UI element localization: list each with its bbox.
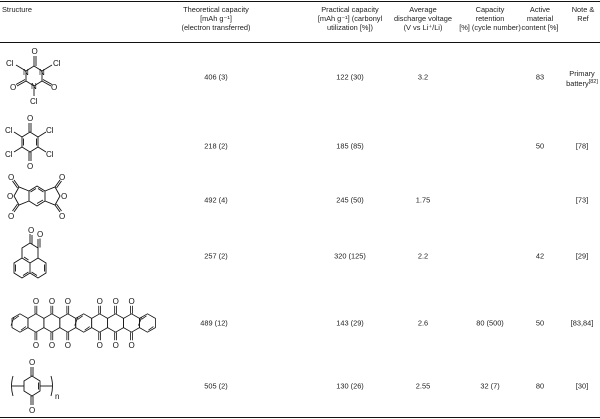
cell-note-ref: [83,84] bbox=[570, 318, 594, 328]
structure-chloranil: O O Cl Cl Cl Cl bbox=[0, 114, 80, 170]
cell-active-material-content: 80 bbox=[535, 381, 545, 391]
cell-note-ref: [73] bbox=[575, 195, 589, 205]
oxygen-label: O bbox=[49, 341, 55, 350]
table-row: O O Cl Cl Cl Cl 218 (2) 185 (85) 50 [78] bbox=[0, 114, 600, 170]
cell-theoretical-capacity: 406 (3) bbox=[204, 72, 228, 82]
header-capacity-retention: Capacity retention [%] (cycle number) bbox=[459, 5, 521, 32]
oxygen-label: O bbox=[113, 341, 119, 350]
svg-text:O: O bbox=[61, 192, 67, 201]
svg-text:O: O bbox=[10, 83, 16, 92]
structure-polyquinone: O O n bbox=[0, 356, 80, 416]
svg-text:O: O bbox=[8, 212, 14, 221]
table-row: O O O O O O O O O O O O 489 (12) 143 (29) 2.6 80 (5… bbox=[0, 290, 600, 356]
svg-text:O: O bbox=[29, 358, 35, 367]
cell-average-voltage: 3.2 bbox=[417, 72, 429, 82]
structure-trichloroisocyanuric-acid: O O O N N N Cl Cl Cl bbox=[0, 44, 80, 114]
oxygen-label: O bbox=[33, 297, 39, 306]
oxygen-label: O bbox=[49, 297, 55, 306]
cell-average-voltage: 1.75 bbox=[415, 195, 431, 205]
svg-text:n: n bbox=[55, 392, 59, 401]
oxygen-label: O bbox=[113, 297, 119, 306]
cell-note-ref: [29] bbox=[575, 251, 589, 261]
structure-pyromellitic-dianhydride: O O O O O O bbox=[0, 170, 80, 226]
svg-text:Cl: Cl bbox=[5, 150, 13, 159]
cell-note-ref: [78] bbox=[575, 141, 589, 151]
header-structure: Structure bbox=[2, 5, 32, 14]
svg-text:O: O bbox=[29, 406, 35, 415]
cell-theoretical-capacity: 505 (2) bbox=[204, 381, 228, 391]
header-note-ref: Note & Ref bbox=[571, 5, 595, 23]
svg-text:O: O bbox=[28, 226, 34, 235]
cell-theoretical-capacity: 218 (2) bbox=[204, 141, 228, 151]
cell-theoretical-capacity: 257 (2) bbox=[204, 251, 228, 261]
cell-active-material-content: 83 bbox=[535, 72, 545, 82]
note-battery: battery[82] bbox=[566, 79, 598, 88]
header-average-voltage: Average discharge voltage (V vs Li⁺/Li) bbox=[394, 5, 452, 32]
oxygen-label: O bbox=[65, 341, 71, 350]
svg-text:O: O bbox=[7, 192, 13, 201]
cell-theoretical-capacity: 489 (12) bbox=[200, 318, 228, 328]
svg-text:O: O bbox=[32, 47, 38, 56]
cell-capacity-retention: 32 (7) bbox=[480, 381, 500, 391]
cell-practical-capacity: 185 (85) bbox=[336, 141, 364, 151]
svg-text:Cl: Cl bbox=[53, 59, 61, 68]
oxygen-label: O bbox=[33, 341, 39, 350]
cell-active-material-content: 42 bbox=[535, 251, 545, 261]
svg-text:O: O bbox=[59, 173, 65, 182]
cell-average-voltage: 2.55 bbox=[415, 381, 431, 391]
cell-practical-capacity: 130 (26) bbox=[336, 381, 364, 391]
cell-note-ref: Primary battery[82] bbox=[564, 69, 600, 89]
svg-text:N: N bbox=[31, 82, 37, 91]
oxygen-label: O bbox=[129, 341, 135, 350]
structure-phenanthrenequinone: O O bbox=[0, 226, 80, 290]
svg-text:O: O bbox=[27, 162, 33, 170]
cell-active-material-content: 50 bbox=[535, 318, 545, 328]
table-header-rule bbox=[0, 42, 600, 43]
oxygen-label: O bbox=[97, 297, 103, 306]
cell-active-material-content: 50 bbox=[535, 141, 545, 151]
cell-capacity-retention: 80 (500) bbox=[476, 318, 504, 328]
table-row: O O O N N N Cl Cl Cl 406 (3) 122 (30) 3.… bbox=[0, 44, 600, 114]
svg-text:Cl: Cl bbox=[46, 126, 54, 135]
oxygen-label: O bbox=[65, 297, 71, 306]
svg-text:Cl: Cl bbox=[5, 126, 13, 135]
svg-text:O: O bbox=[37, 230, 43, 239]
svg-text:Cl: Cl bbox=[6, 59, 14, 68]
table-row: O O 257 (2) 320 (125) 2.2 42 [29] bbox=[0, 226, 600, 290]
note-primary: Primary bbox=[569, 69, 595, 78]
table-bottom-rule bbox=[0, 417, 600, 418]
structure-pentacenetetrone-dimer: O O O O O O O O O O O O bbox=[0, 290, 200, 356]
cell-practical-capacity: 143 (29) bbox=[336, 318, 364, 328]
cell-practical-capacity: 320 (125) bbox=[334, 251, 366, 261]
reference-citation: [82] bbox=[588, 79, 598, 85]
svg-text:O: O bbox=[51, 83, 57, 92]
svg-text:Cl: Cl bbox=[46, 150, 54, 159]
header-active-material-content: Active material content [%] bbox=[521, 5, 559, 32]
oxygen-label: O bbox=[129, 297, 135, 306]
cell-average-voltage: 2.6 bbox=[417, 318, 429, 328]
cell-note-ref: [30] bbox=[575, 381, 589, 391]
header-practical-capacity: Practical capacity [mAh g⁻¹] (carbonyl u… bbox=[317, 5, 383, 32]
oxygen-label: O bbox=[97, 341, 103, 350]
cell-practical-capacity: 245 (50) bbox=[336, 195, 364, 205]
svg-text:N: N bbox=[39, 68, 45, 77]
svg-text:O: O bbox=[8, 173, 14, 182]
svg-text:O: O bbox=[27, 114, 33, 123]
table-top-rule bbox=[0, 1, 600, 2]
svg-text:N: N bbox=[23, 68, 29, 77]
cell-practical-capacity: 122 (30) bbox=[336, 72, 364, 82]
svg-text:Cl: Cl bbox=[30, 97, 38, 106]
cell-theoretical-capacity: 492 (4) bbox=[204, 195, 228, 205]
svg-text:O: O bbox=[59, 212, 65, 221]
cell-average-voltage: 2.2 bbox=[417, 251, 429, 261]
header-theoretical-capacity: Theoretical capacity [mAh g⁻¹] (electron… bbox=[181, 5, 251, 32]
table-row: O O O O O O 492 (4) 245 (50) 1.75 [73] bbox=[0, 170, 600, 226]
table-row: O O n 505 (2) 130 (26) 2.55 32 (7) 80 [3… bbox=[0, 356, 600, 416]
